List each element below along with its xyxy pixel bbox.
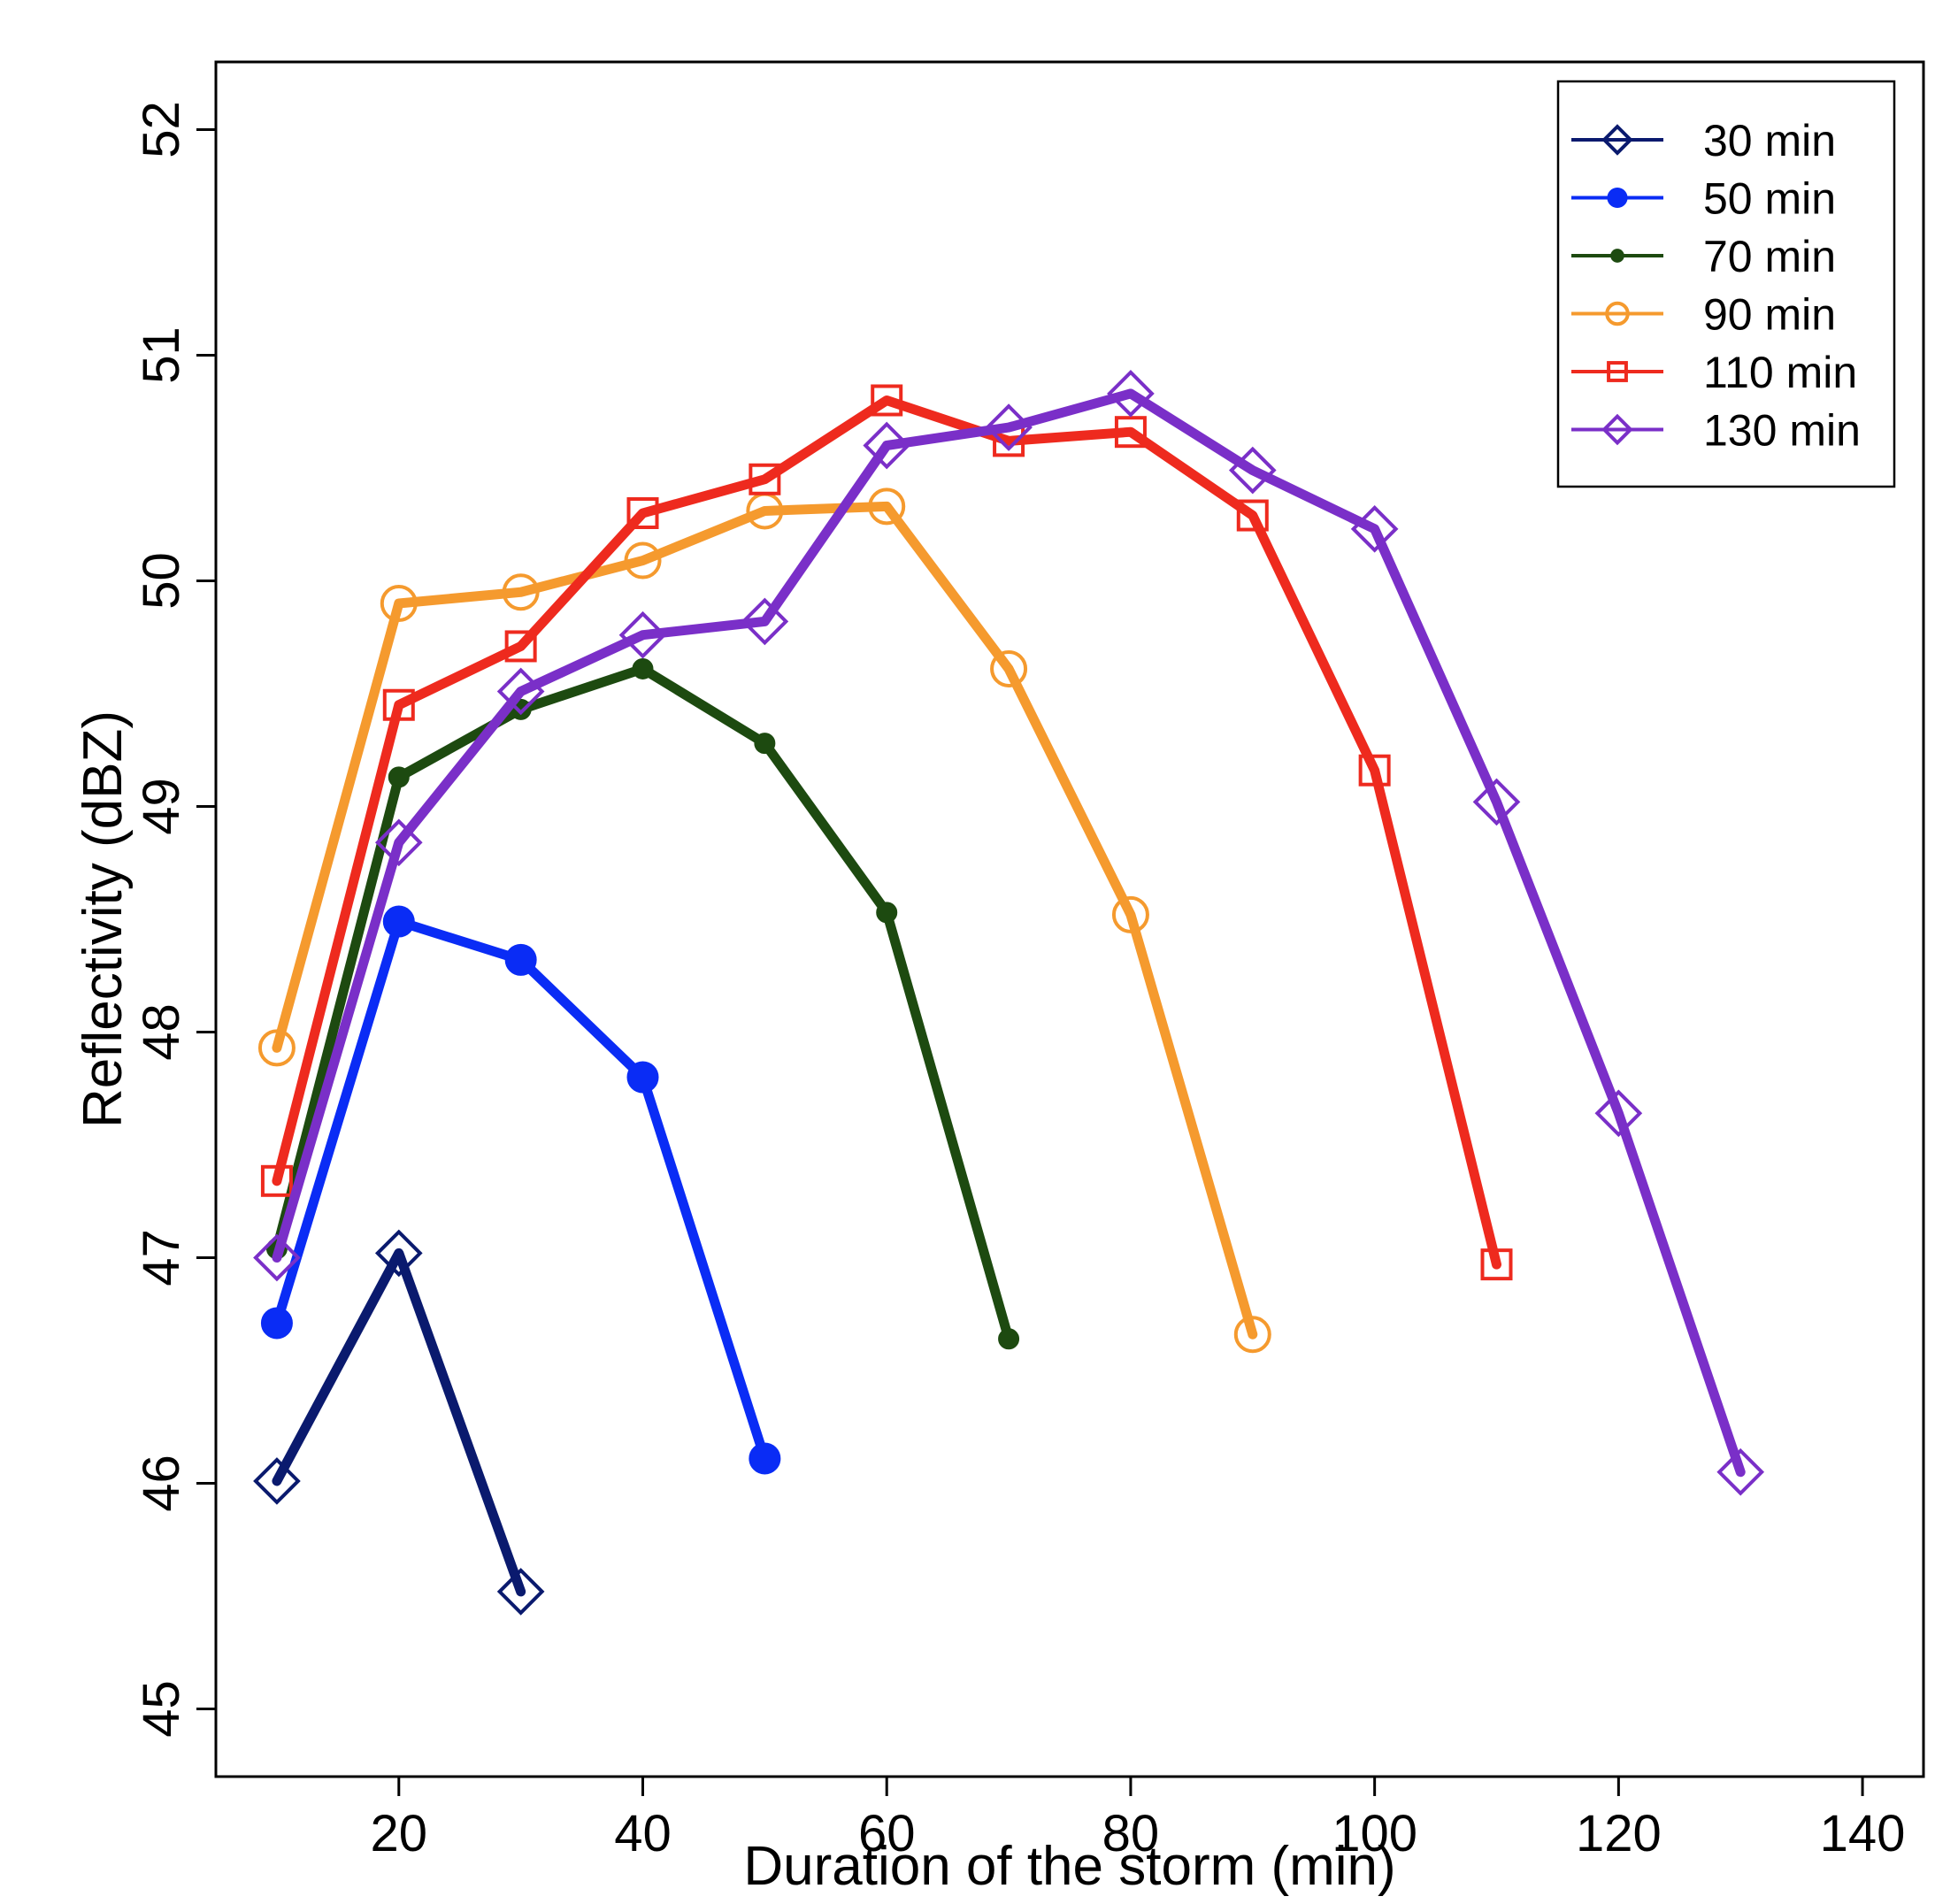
y-tick-label: 48 <box>133 1003 190 1061</box>
data-point-30-min <box>253 1457 301 1505</box>
x-tick-label: 140 <box>1820 1805 1906 1862</box>
data-point-90-min <box>502 573 540 611</box>
data-point-130-min <box>496 667 545 716</box>
data-point-110-min <box>382 688 415 721</box>
legend-marker-90-min <box>1605 301 1630 326</box>
series-130-min <box>253 370 1765 1496</box>
data-point-110-min <box>626 497 659 529</box>
x-axis-title: Duration of the storm (min) <box>743 1836 1395 1897</box>
legend-label-90-min: 90 min <box>1703 290 1836 340</box>
data-point-30-min <box>374 1229 423 1278</box>
data-point-90-min <box>257 1029 296 1067</box>
y-axis-title: Reflectivity (dBZ) <box>73 710 134 1128</box>
data-point-130-min <box>1107 370 1155 418</box>
y-tick-label: 50 <box>133 552 190 610</box>
x-tick-label: 100 <box>1332 1805 1417 1862</box>
data-point-70-min <box>876 902 898 924</box>
data-point-50-min <box>260 1307 293 1340</box>
x-tick-label: 60 <box>858 1805 916 1862</box>
data-point-50-min <box>626 1061 659 1094</box>
data-point-110-min <box>749 463 781 495</box>
data-point-50-min <box>749 1442 781 1475</box>
data-point-90-min <box>1111 895 1149 933</box>
series-50-min <box>260 905 781 1475</box>
data-point-130-min <box>741 597 789 646</box>
data-point-130-min <box>374 818 423 867</box>
legend-label-70-min: 70 min <box>1703 232 1836 281</box>
legend-label-110-min: 110 min <box>1703 348 1857 397</box>
data-point-130-min <box>985 403 1033 451</box>
series-30-min <box>253 1229 545 1616</box>
legend-marker-110-min <box>1607 361 1628 382</box>
data-point-130-min <box>253 1233 301 1282</box>
data-point-110-min <box>1236 499 1269 532</box>
data-point-110-min <box>871 384 903 417</box>
data-point-110-min <box>1358 754 1391 787</box>
data-point-90-min <box>990 649 1028 687</box>
y-tick-label: 47 <box>133 1229 190 1286</box>
data-point-130-min <box>1594 1089 1643 1138</box>
data-point-130-min <box>618 610 667 659</box>
legend-label-50-min: 50 min <box>1703 174 1836 224</box>
data-point-90-min <box>868 488 906 526</box>
x-axis: 20 40 60 80 100 120 140 <box>371 1777 1906 1862</box>
legend-marker-130-min <box>1601 413 1633 446</box>
legend-marker-30-min <box>1601 124 1633 156</box>
data-point-110-min <box>260 1164 293 1197</box>
data-point-50-min <box>382 905 415 938</box>
data-point-110-min <box>504 630 537 663</box>
data-point-70-min <box>388 766 410 788</box>
y-tick-label: 46 <box>133 1455 190 1512</box>
data-point-130-min <box>1350 505 1399 553</box>
data-point-70-min <box>632 657 654 679</box>
data-point-90-min <box>380 585 418 622</box>
series-90-min <box>257 488 1271 1354</box>
legend-entries: 30 min 50 min 70 min 90 min 110 min 130 min <box>1571 116 1861 456</box>
series-line-110-min <box>272 395 1501 1270</box>
x-tick-label: 80 <box>1102 1805 1160 1862</box>
series-110-min <box>260 384 1513 1281</box>
data-point-70-min <box>998 1328 1020 1350</box>
legend: 30 min 50 min 70 min 90 min 110 min 130 min <box>1556 80 1896 488</box>
data-point-130-min <box>1716 1447 1765 1496</box>
plot-frame <box>214 60 1925 1778</box>
legend-label-130-min: 130 min <box>1703 406 1861 456</box>
y-tick-label: 49 <box>133 778 190 835</box>
series-line-90-min <box>272 501 1258 1340</box>
data-point-110-min <box>1114 416 1147 449</box>
data-point-50-min <box>504 943 537 976</box>
data-point-130-min <box>1228 446 1277 495</box>
data-point-130-min <box>1472 778 1521 826</box>
y-axis: 45 46 47 48 49 50 51 52 <box>133 101 216 1738</box>
series-group <box>253 370 1765 1616</box>
legend-label-30-min: 30 min <box>1703 116 1836 165</box>
data-point-130-min <box>863 421 911 470</box>
series-line-130-min <box>272 388 1746 1478</box>
series-line-30-min <box>272 1248 526 1597</box>
data-point-70-min <box>754 733 776 755</box>
data-point-90-min <box>1233 1316 1271 1354</box>
data-point-30-min <box>496 1568 545 1616</box>
data-point-110-min <box>1480 1248 1513 1281</box>
legend-marker-50-min <box>1607 187 1628 209</box>
x-tick-label: 40 <box>614 1805 672 1862</box>
y-tick-label: 52 <box>133 101 190 158</box>
y-tick-label: 45 <box>133 1680 190 1738</box>
legend-marker-70-min <box>1610 249 1624 263</box>
x-tick-label: 20 <box>371 1805 428 1862</box>
data-point-90-min <box>624 541 662 580</box>
y-tick-label: 51 <box>133 326 190 384</box>
x-tick-label: 120 <box>1576 1805 1662 1862</box>
